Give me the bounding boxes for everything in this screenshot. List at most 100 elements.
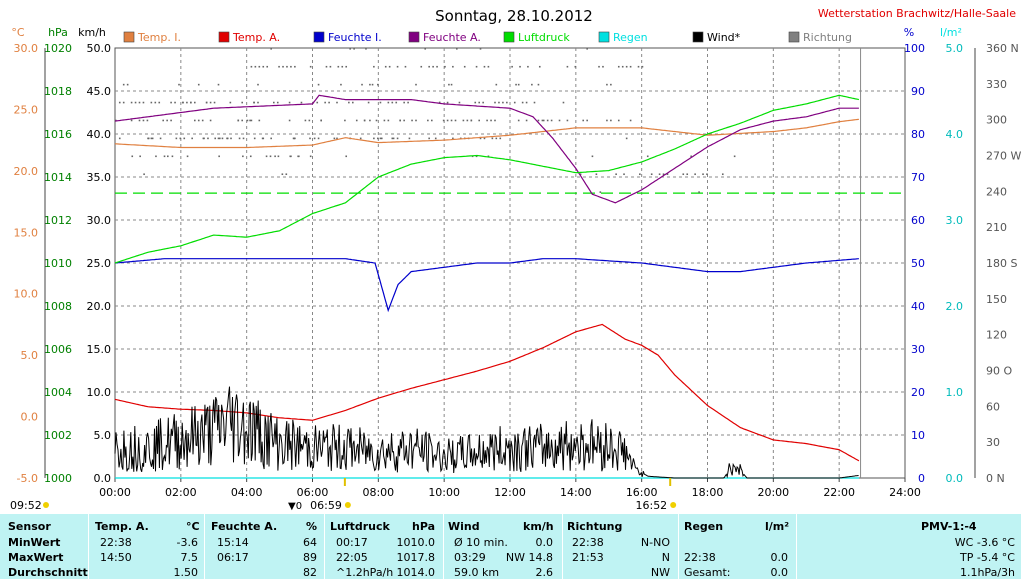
direction-tick-label: 30 xyxy=(986,436,1000,449)
direction-point xyxy=(155,155,157,158)
direction-point xyxy=(230,137,232,140)
direction-point xyxy=(281,173,284,176)
direction-point xyxy=(625,65,628,68)
header-wind: Wind xyxy=(448,520,480,533)
pressure-tick-label: 1018 xyxy=(44,85,72,98)
x-tick-label: 06:00 xyxy=(297,486,329,499)
x-tick-label: 10:00 xyxy=(428,486,460,499)
direction-point xyxy=(150,101,153,104)
series xyxy=(114,48,905,479)
direction-point xyxy=(253,101,255,104)
direction-point xyxy=(217,83,220,86)
direction-point xyxy=(450,119,453,122)
row-minwert-temp-val: -3.6 xyxy=(176,536,198,549)
direction-point xyxy=(238,137,241,140)
wind-tick-label: 40.0 xyxy=(87,128,112,141)
direction-point xyxy=(546,119,549,122)
direction-point xyxy=(511,65,513,68)
direction-point xyxy=(288,101,291,104)
direction-point xyxy=(304,119,307,122)
direction-point xyxy=(454,119,457,122)
direction-point xyxy=(278,65,280,68)
direction-point xyxy=(201,119,204,122)
direction-point xyxy=(702,173,704,176)
header-feuchte: Feuchte A. xyxy=(211,520,278,533)
row-maxwert-luft-time: 22:05 xyxy=(336,551,368,564)
direction-point xyxy=(309,137,311,140)
direction-point xyxy=(163,155,166,158)
direction-point xyxy=(558,119,561,122)
direction-point xyxy=(265,155,268,158)
direction-point xyxy=(498,101,500,104)
direction-point xyxy=(602,65,604,68)
header-wind-unit: km/h xyxy=(523,520,554,533)
direction-point xyxy=(197,83,200,86)
direction-point xyxy=(159,137,162,140)
direction-point xyxy=(629,65,632,68)
rain-tick-label: 2.0 xyxy=(946,300,964,313)
direction-point xyxy=(257,101,259,104)
row-durchschnitt-feuchte-val: 82 xyxy=(303,566,317,579)
direction-point xyxy=(404,65,407,68)
legend-label: Wind* xyxy=(707,31,741,44)
humidity-tick-label: 100 xyxy=(904,42,925,55)
direction-point xyxy=(179,137,182,140)
direction-point xyxy=(541,119,544,122)
direction-point xyxy=(131,155,134,158)
direction-point xyxy=(242,137,245,140)
wind-tick-label: 10.0 xyxy=(87,386,112,399)
humidity-tick-label: 70 xyxy=(911,171,925,184)
row-maxwert-wind-time: 03:29 xyxy=(454,551,486,564)
direction-point xyxy=(294,65,296,68)
x-tick-label: 02:00 xyxy=(165,486,197,499)
header-richtung: Richtung xyxy=(567,520,623,533)
direction-point xyxy=(431,119,433,122)
legend-label: Temp. I. xyxy=(137,31,181,44)
pressure-tick-label: 1000 xyxy=(44,472,72,485)
direction-point xyxy=(499,137,502,140)
direction-point xyxy=(214,137,217,140)
humidity-tick-label: 0 xyxy=(918,472,925,485)
row-minwert-richt-val: N-NO xyxy=(640,536,670,549)
direction-point xyxy=(478,119,480,122)
direction-point xyxy=(221,137,224,140)
direction-point xyxy=(452,137,454,140)
direction-tick-label: 150 xyxy=(986,293,1007,306)
direction-tick-label: 330 xyxy=(986,78,1007,91)
direction-point xyxy=(550,119,553,122)
x-tick-label: 12:00 xyxy=(494,486,526,499)
direction-point xyxy=(438,101,441,104)
wind-tick-label: 50.0 xyxy=(87,42,112,55)
legend-label: Luftdruck xyxy=(518,31,570,44)
direction-point xyxy=(458,101,461,104)
humidity-tick-label: 60 xyxy=(911,214,925,227)
direction-point xyxy=(380,137,383,140)
wind-tick-label: 5.0 xyxy=(94,429,112,442)
legend-swatch xyxy=(123,31,135,43)
direction-tick-label: 360 N xyxy=(986,42,1019,55)
legend-label: Richtung xyxy=(803,31,852,44)
direction-point xyxy=(396,65,399,68)
x-tick-label: 18:00 xyxy=(692,486,724,499)
x-tick-label: 14:00 xyxy=(560,486,592,499)
direction-point xyxy=(146,119,149,122)
direction-point xyxy=(143,173,145,176)
wind-tick-label: 35.0 xyxy=(87,171,112,184)
direction-point xyxy=(424,48,427,50)
direction-point xyxy=(487,65,490,68)
direction-point xyxy=(662,173,665,176)
direction-point xyxy=(344,119,346,122)
direction-point xyxy=(118,137,121,140)
direction-point xyxy=(190,101,192,104)
direction-tick-label: 90 O xyxy=(986,365,1012,378)
direction-point xyxy=(527,65,529,68)
direction-point xyxy=(562,101,565,104)
direction-point xyxy=(166,119,168,122)
direction-point xyxy=(446,119,449,122)
series-temp-indoor xyxy=(114,118,859,149)
direction-point xyxy=(682,173,685,176)
direction-point xyxy=(646,155,649,158)
rain-tick-label: 4.0 xyxy=(946,128,964,141)
direction-point xyxy=(317,83,320,86)
row-maxwert-richt-time: 21:53 xyxy=(572,551,604,564)
